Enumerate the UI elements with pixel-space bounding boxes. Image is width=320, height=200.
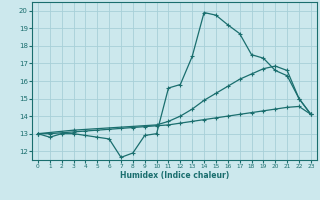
- X-axis label: Humidex (Indice chaleur): Humidex (Indice chaleur): [120, 171, 229, 180]
